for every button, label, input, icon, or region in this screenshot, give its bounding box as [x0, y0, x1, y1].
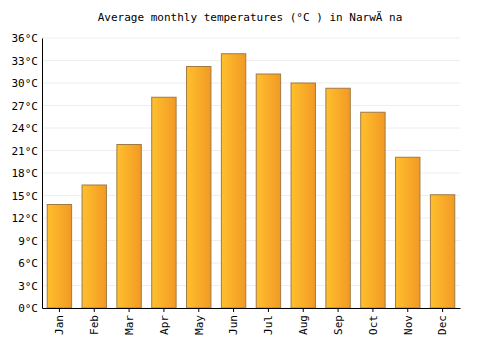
- grid-line: [42, 105, 460, 106]
- axis-line: [43, 308, 461, 309]
- tick-label: 3°C: [18, 280, 38, 293]
- tick: Jan: [53, 308, 66, 335]
- tick-label: 36°C: [12, 32, 39, 45]
- axis-line: [42, 39, 43, 309]
- tick: 21°C: [12, 145, 43, 158]
- tick: 33°C: [12, 55, 43, 68]
- tick: Aug: [297, 308, 310, 335]
- grid-line: [42, 83, 460, 84]
- tick-mark: [94, 308, 95, 312]
- tick: 27°C: [12, 100, 43, 113]
- tick-mark: [268, 308, 269, 312]
- tick-label: 33°C: [12, 55, 39, 68]
- grid-line: [42, 128, 460, 129]
- tick: 6°C: [18, 257, 42, 270]
- bars: [47, 54, 455, 308]
- tick-mark: [129, 308, 130, 312]
- tick: 18°C: [12, 167, 43, 180]
- tick-label: 6°C: [18, 257, 38, 270]
- plot: 0°C 3°C 6°C 9°C 12°C 15°C 18°C 21°C 24°C 27°C 30°C…: [12, 32, 461, 335]
- tick-mark: [198, 308, 199, 312]
- tick-label: Mar: [123, 315, 136, 335]
- tick: 3°C: [18, 280, 42, 293]
- tick-mark: [233, 308, 234, 312]
- tick: 9°C: [18, 235, 42, 248]
- tick-mark: [442, 308, 443, 312]
- tick-mark: [407, 308, 408, 312]
- bar: [117, 145, 141, 309]
- tick-label: 9°C: [18, 235, 38, 248]
- tick-label: 18°C: [12, 167, 39, 180]
- bar: [430, 195, 454, 308]
- tick: Oct: [367, 308, 380, 335]
- grid-line: [42, 38, 460, 39]
- tick-label: 24°C: [12, 122, 39, 135]
- tick-label: Oct: [367, 315, 380, 335]
- tick-label: Nov: [402, 315, 415, 335]
- tick-label: 0°C: [18, 302, 38, 315]
- tick-label: Aug: [297, 315, 310, 335]
- tick: Apr: [158, 308, 171, 335]
- tick: Mar: [123, 308, 136, 335]
- tick: Dec: [436, 308, 449, 335]
- tick-label: 12°C: [12, 212, 39, 225]
- tick-label: Apr: [158, 315, 171, 335]
- tick: 15°C: [12, 190, 43, 203]
- bar: [47, 205, 71, 309]
- grid: [42, 38, 460, 308]
- grid-line: [42, 60, 460, 61]
- tick: 30°C: [12, 77, 43, 90]
- tick-mark: [303, 308, 304, 312]
- tick-label: Feb: [88, 315, 101, 335]
- tick: Sep: [332, 308, 345, 335]
- bar: [82, 185, 106, 308]
- bar: [256, 74, 280, 308]
- tick-label: 27°C: [12, 100, 39, 113]
- tick-label: 21°C: [12, 145, 39, 158]
- tick: Feb: [88, 308, 101, 335]
- tick: 0°C: [18, 302, 42, 315]
- y-axis: 0°C 3°C 6°C 9°C 12°C 15°C 18°C 21°C 24°C 27°C 30°C…: [12, 32, 43, 315]
- tick-mark: [163, 308, 164, 312]
- chart: 0°C 3°C 6°C 9°C 12°C 15°C 18°C 21°C 24°C 27°C 30°C…: [0, 0, 500, 350]
- tick: 36°C: [12, 32, 43, 45]
- title: Average monthly temperatures (°C ) in Na…: [98, 11, 403, 24]
- tick: Nov: [402, 308, 415, 335]
- tick-label: Jul: [262, 315, 275, 335]
- tick-mark: [59, 308, 60, 312]
- bar: [396, 157, 420, 308]
- tick-label: Sep: [332, 315, 345, 335]
- bar: [326, 88, 350, 308]
- tick-mark: [338, 308, 339, 312]
- tick: 24°C: [12, 122, 43, 135]
- bar: [361, 112, 385, 308]
- x-axis: Jan Feb Mar Apr May Jun Jul Aug Sep Oct Nov Dec: [43, 308, 461, 335]
- tick-label: Dec: [436, 315, 449, 335]
- tick-label: Jan: [53, 315, 66, 335]
- tick-mark: [372, 308, 373, 312]
- bar: [152, 97, 176, 308]
- grid-line: [42, 150, 460, 151]
- bar: [291, 83, 315, 308]
- bar: [187, 67, 211, 309]
- tick: May: [193, 308, 206, 335]
- tick-label: May: [193, 315, 206, 335]
- tick: Jul: [262, 308, 275, 335]
- tick: 12°C: [12, 212, 43, 225]
- tick-label: Jun: [227, 315, 240, 335]
- tick-label: 15°C: [12, 190, 39, 203]
- tick: Jun: [227, 308, 240, 335]
- tick-label: 30°C: [12, 77, 39, 90]
- bar: [221, 54, 245, 308]
